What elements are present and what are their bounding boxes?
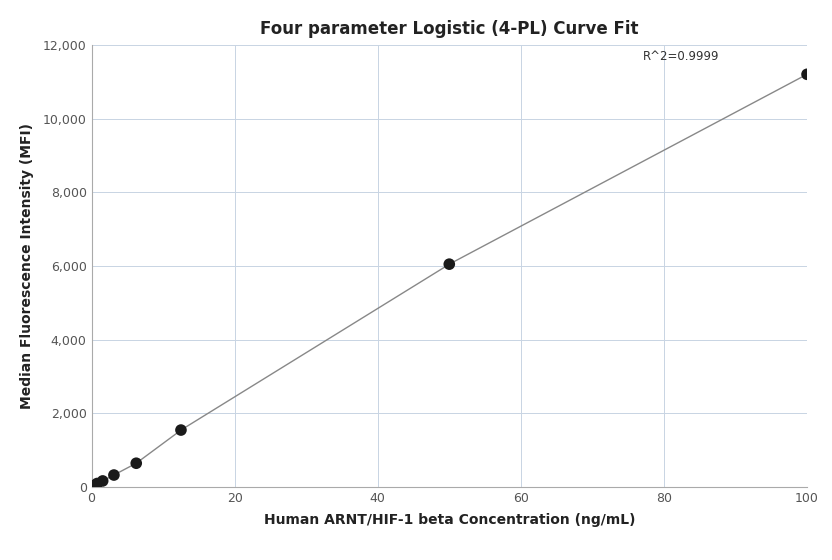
Point [87, 481, 101, 490]
Point [130, 459, 143, 468]
Point [175, 426, 188, 435]
Point [107, 470, 121, 479]
Text: R^2=0.9999: R^2=0.9999 [642, 50, 719, 63]
Point [91, 479, 104, 488]
Point [800, 70, 814, 79]
Point [96, 477, 109, 486]
Y-axis label: Median Fluorescence Intensity (MFI): Median Fluorescence Intensity (MFI) [21, 123, 34, 409]
X-axis label: Human ARNT/HIF-1 beta Concentration (ng/mL): Human ARNT/HIF-1 beta Concentration (ng/… [264, 514, 635, 528]
Title: Four parameter Logistic (4-PL) Curve Fit: Four parameter Logistic (4-PL) Curve Fit [260, 20, 638, 38]
Point [443, 260, 456, 269]
